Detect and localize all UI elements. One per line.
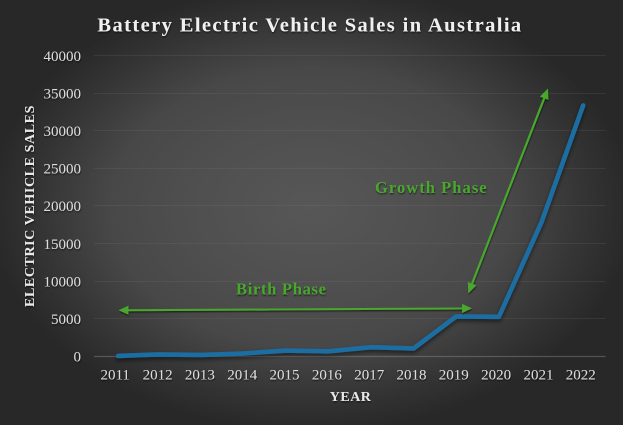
svg-text:10000: 10000 bbox=[44, 274, 82, 290]
svg-text:2012: 2012 bbox=[143, 368, 173, 384]
svg-text:2022: 2022 bbox=[566, 368, 596, 384]
svg-text:2020: 2020 bbox=[481, 368, 511, 384]
svg-text:2014: 2014 bbox=[227, 368, 258, 384]
svg-text:2011: 2011 bbox=[100, 368, 129, 384]
svg-text:5000: 5000 bbox=[51, 312, 81, 328]
svg-text:2018: 2018 bbox=[397, 368, 427, 384]
svg-text:2019: 2019 bbox=[439, 368, 469, 384]
svg-text:Battery Electric Vehicle Sales: Battery Electric Vehicle Sales in Austra… bbox=[97, 15, 522, 37]
svg-text:2017: 2017 bbox=[354, 368, 385, 384]
svg-text:35000: 35000 bbox=[44, 86, 82, 102]
svg-text:20000: 20000 bbox=[44, 199, 82, 215]
svg-text:2021: 2021 bbox=[524, 368, 554, 384]
svg-text:40000: 40000 bbox=[44, 49, 82, 65]
svg-text:30000: 30000 bbox=[44, 124, 82, 140]
svg-text:2016: 2016 bbox=[312, 368, 343, 384]
svg-text:2015: 2015 bbox=[270, 368, 300, 384]
svg-text:YEAR: YEAR bbox=[330, 390, 372, 405]
svg-text:2013: 2013 bbox=[185, 368, 215, 384]
svg-text:0: 0 bbox=[74, 350, 82, 366]
svg-text:Birth Phase: Birth Phase bbox=[236, 280, 327, 299]
svg-text:Growth Phase: Growth Phase bbox=[375, 178, 488, 197]
svg-text:15000: 15000 bbox=[44, 237, 82, 253]
svg-text:25000: 25000 bbox=[44, 162, 82, 178]
svg-text:ELECTRIC VEHICLE SALES: ELECTRIC VEHICLE SALES bbox=[23, 105, 38, 307]
